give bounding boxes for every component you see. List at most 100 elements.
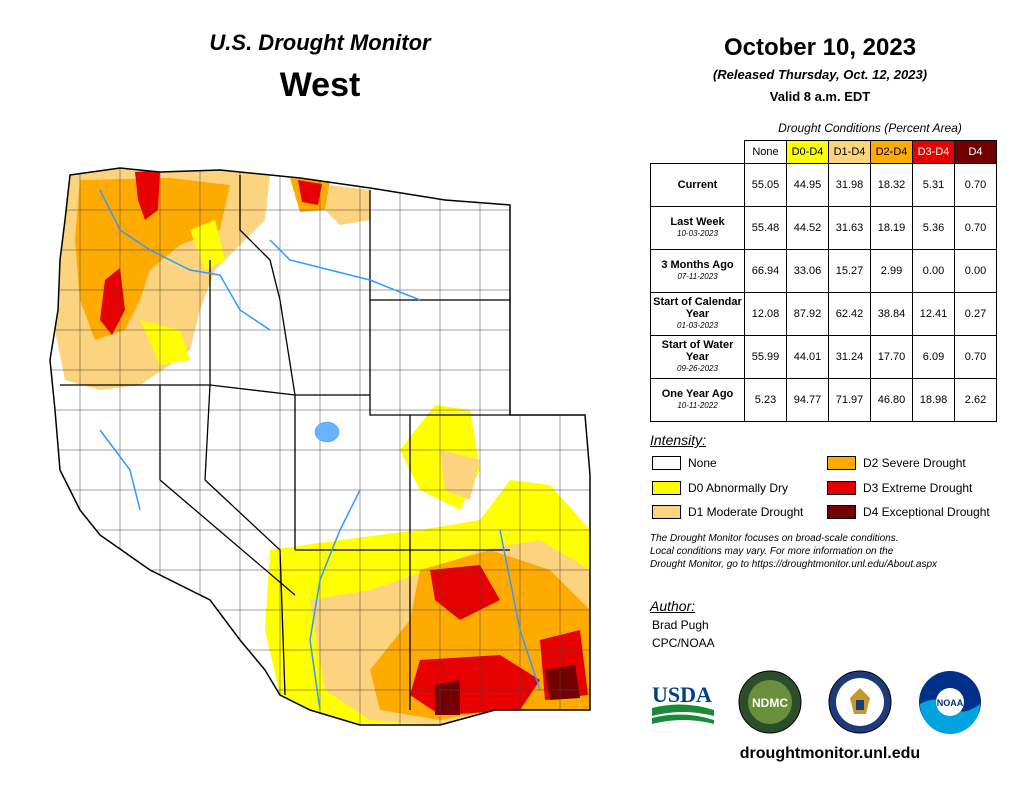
drought-area-d1: [325, 185, 370, 225]
table-cell: 12.41: [912, 292, 955, 336]
legend-label: D4 Exceptional Drought: [863, 505, 990, 519]
table-cell: 2.62: [954, 378, 997, 422]
table-cell: 0.70: [954, 163, 997, 207]
table-cell: 33.06: [786, 249, 829, 293]
commerce-seal-icon: [828, 670, 892, 734]
author-heading: Author:: [650, 598, 696, 614]
drought-area-d3: [100, 268, 125, 335]
table-cell: 31.24: [828, 335, 871, 379]
valid-time: Valid 8 a.m. EDT: [769, 89, 871, 104]
drought-area-d3: [430, 565, 500, 620]
table-row: Last Week 10-03-2023 55.48 44.52 31.63 18…: [650, 206, 997, 250]
legend-label: D3 Extreme Drought: [863, 481, 973, 495]
table-cell: 0.70: [954, 335, 997, 379]
table-cell: 44.95: [786, 163, 829, 207]
table-cell: 18.98: [912, 378, 955, 422]
table-cell: 5.23: [744, 378, 787, 422]
legend-label: D2 Severe Drought: [863, 456, 966, 470]
table-row: Start of Water Year 09-26-2023 55.99 44.0…: [650, 335, 997, 379]
table-cell: 62.42: [828, 292, 871, 336]
table-cell: 87.92: [786, 292, 829, 336]
table-cell: 71.97: [828, 378, 871, 422]
column-header: None: [744, 140, 787, 164]
author-org: CPC/NOAA: [652, 636, 715, 650]
table-cell: 18.32: [870, 163, 913, 207]
table-cell: 0.00: [912, 249, 955, 293]
noaa-logo-icon: NOAA: [919, 671, 981, 734]
drought-area-d4: [545, 665, 580, 700]
table-cell: 5.36: [912, 206, 955, 250]
row-label: Start of Water Year 09-26-2023: [650, 335, 745, 379]
legend-label: D0 Abnormally Dry: [688, 481, 789, 495]
drought-area-d0: [140, 320, 190, 365]
legend-item-d1: D1 Moderate Drought: [652, 505, 803, 519]
legend-label: D1 Moderate Drought: [688, 505, 804, 519]
column-header: D4: [954, 140, 997, 164]
legend-item-d0: D0 Abnormally Dry: [652, 481, 788, 495]
table-corner-cell: [650, 140, 745, 164]
table-cell: 17.70: [870, 335, 913, 379]
table-cell: 0.00: [954, 249, 997, 293]
row-label: Current: [650, 163, 745, 207]
table-cell: 55.05: [744, 163, 787, 207]
legend-item-d3: D3 Extreme Drought: [827, 481, 972, 495]
row-label: 3 Months Ago 07-11-2023: [650, 249, 745, 293]
region-title: West: [279, 66, 361, 104]
table-cell: 31.98: [828, 163, 871, 207]
drought-area-d4: [435, 680, 460, 715]
column-header: D1-D4: [828, 140, 871, 164]
row-label: One Year Ago 10-11-2022: [650, 378, 745, 422]
ndmc-logo-icon: NDMC: [738, 670, 802, 734]
table-row: 3 Months Ago 07-11-2023 66.94 33.06 15.27…: [650, 249, 997, 293]
table-cell: 55.99: [744, 335, 787, 379]
column-header: D2-D4: [870, 140, 913, 164]
table-cell: 38.84: [870, 292, 913, 336]
table-cell: 2.99: [870, 249, 913, 293]
author-name: Brad Pugh: [652, 618, 709, 632]
drought-map: [49, 167, 591, 726]
table-cell: 31.63: [828, 206, 871, 250]
drought-area-d0: [190, 220, 225, 270]
note-line: The Drought Monitor focuses on broad-sca…: [650, 533, 899, 544]
disclaimer-note: The Drought Monitor focuses on broad-sca…: [650, 532, 1010, 571]
table-cell: 0.27: [954, 292, 997, 336]
legend-swatch: [652, 505, 681, 519]
legend-label: None: [688, 456, 717, 470]
note-line: Drought Monitor, go to https://droughtmo…: [650, 559, 938, 570]
drought-conditions-table: None D0-D4 D1-D4 D2-D4 D3-D4 D4 Current …: [650, 140, 997, 422]
legend-item-d4: D4 Exceptional Drought: [827, 505, 990, 519]
table-cell: 15.27: [828, 249, 871, 293]
usda-logo-icon: USDA: [652, 682, 714, 724]
map-date: October 10, 2023: [723, 34, 917, 61]
website-link[interactable]: droughtmonitor.unl.edu: [739, 745, 921, 762]
legend-swatch: [827, 481, 856, 495]
legend-swatch: [827, 456, 856, 470]
legend-swatch: [652, 481, 681, 495]
drought-area-d3: [298, 180, 322, 205]
table-row: One Year Ago 10-11-2022 5.23 94.77 71.97 …: [650, 378, 997, 422]
usda-logo-text: USDA: [652, 682, 712, 707]
table-cell: 18.19: [870, 206, 913, 250]
note-line: Local conditions may vary. For more info…: [650, 546, 894, 557]
table-cell: 66.94: [744, 249, 787, 293]
table-caption: Drought Conditions (Percent Area): [778, 121, 962, 135]
legend-swatch: [652, 456, 681, 470]
column-header: D0-D4: [786, 140, 829, 164]
table-cell: 46.80: [870, 378, 913, 422]
legend-item-d2: D2 Severe Drought: [827, 456, 966, 470]
legend-swatch: [827, 505, 856, 519]
drought-area-d3: [135, 170, 160, 220]
table-cell: 5.31: [912, 163, 955, 207]
table-cell: 0.70: [954, 206, 997, 250]
drought-area-d1: [440, 450, 480, 500]
table-row: Current 55.05 44.95 31.98 18.32 5.31 0.7…: [650, 163, 997, 207]
ndmc-logo-text: NDMC: [752, 696, 788, 710]
table-cell: 94.77: [786, 378, 829, 422]
noaa-logo-text: NOAA: [937, 698, 964, 708]
legend-item-none: None: [652, 456, 717, 470]
column-header: D3-D4: [912, 140, 955, 164]
legend-heading: Intensity:: [650, 432, 707, 448]
release-date: (Released Thursday, Oct. 12, 2023): [712, 67, 928, 82]
table-cell: 55.48: [744, 206, 787, 250]
page-title: U.S. Drought Monitor: [209, 30, 431, 55]
